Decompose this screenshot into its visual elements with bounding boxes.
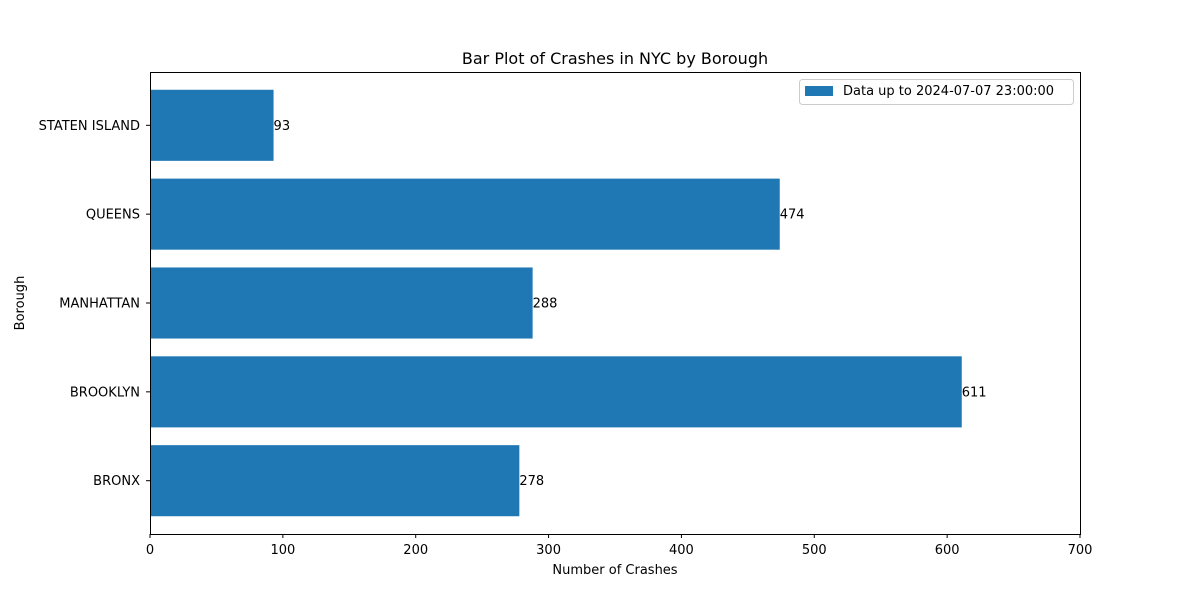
legend-frame xyxy=(799,79,1074,105)
y-tick-label: QUEENS xyxy=(86,208,140,223)
bar-manhattan xyxy=(150,267,533,339)
bar-brooklyn xyxy=(150,356,962,428)
y-tick-label: STATEN ISLAND xyxy=(39,119,140,134)
legend-label: Data up to 2024-07-07 23:00:00 xyxy=(843,84,1054,99)
bar-queens xyxy=(150,178,780,250)
plot-frame xyxy=(150,72,1081,535)
x-tick-label: 500 xyxy=(802,543,827,558)
bar-staten-island xyxy=(150,89,274,161)
data-label: 474 xyxy=(780,208,805,223)
x-tick-label: 300 xyxy=(536,543,561,558)
x-tick-label: 100 xyxy=(270,543,295,558)
chart-title: Bar Plot of Crashes in NYC by Borough xyxy=(462,49,768,68)
data-labels-layer: 278 611 288 474 93 xyxy=(274,119,987,489)
bars-layer xyxy=(150,89,962,517)
legend: Data up to 2024-07-07 23:00:00 xyxy=(799,79,1074,105)
x-tick-label: 700 xyxy=(1068,543,1093,558)
y-axis: BRONX BROOKLYN MANHATTAN QUEENS STATEN ISLAN… xyxy=(39,119,150,489)
y-axis-label: Borough xyxy=(13,276,28,331)
x-tick-label: 200 xyxy=(403,543,428,558)
data-label: 288 xyxy=(533,297,558,312)
x-tick-label: 400 xyxy=(669,543,694,558)
x-axis-label: Number of Crashes xyxy=(552,563,677,578)
x-axis: 0 100 200 300 400 500 600 700 xyxy=(146,534,1093,558)
y-tick-label: BROOKLYN xyxy=(70,385,140,400)
y-tick-label: BRONX xyxy=(93,474,140,489)
x-tick-label: 600 xyxy=(935,543,960,558)
data-label: 278 xyxy=(519,474,544,489)
data-label: 93 xyxy=(274,119,291,134)
data-label: 611 xyxy=(962,385,987,400)
y-tick-label: MANHATTAN xyxy=(59,297,140,312)
x-tick-label: 0 xyxy=(146,543,154,558)
bar-bronx xyxy=(150,445,520,517)
legend-swatch xyxy=(805,86,833,96)
